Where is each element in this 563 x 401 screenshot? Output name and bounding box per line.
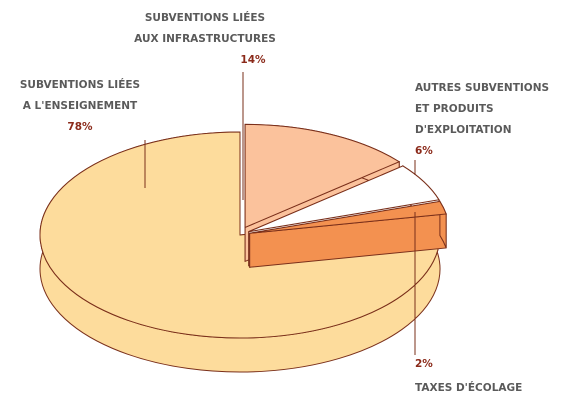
category-label: TAXES D'ÉCOLAGE [415, 381, 522, 394]
category-label: ET PRODUITS [415, 103, 494, 115]
value-label: 2% [415, 358, 433, 370]
slice [248, 165, 440, 233]
category-label: SUBVENTIONS LIÉES [145, 11, 265, 24]
slice [249, 200, 447, 234]
value-label: 78% [67, 121, 93, 133]
slice [39, 131, 441, 339]
category-label: SUBVENTIONS LIÉES [20, 78, 140, 91]
slice [244, 123, 401, 229]
value-label: 6% [415, 145, 433, 157]
category-label: D'EXPLOITATION [415, 124, 511, 136]
category-label: A L'ENSEIGNEMENT [23, 100, 138, 112]
category-label: AUX INFRASTRUCTURES [134, 33, 276, 45]
value-label: 14% [240, 54, 266, 66]
category-label: AUTRES SUBVENTIONS [415, 82, 549, 94]
